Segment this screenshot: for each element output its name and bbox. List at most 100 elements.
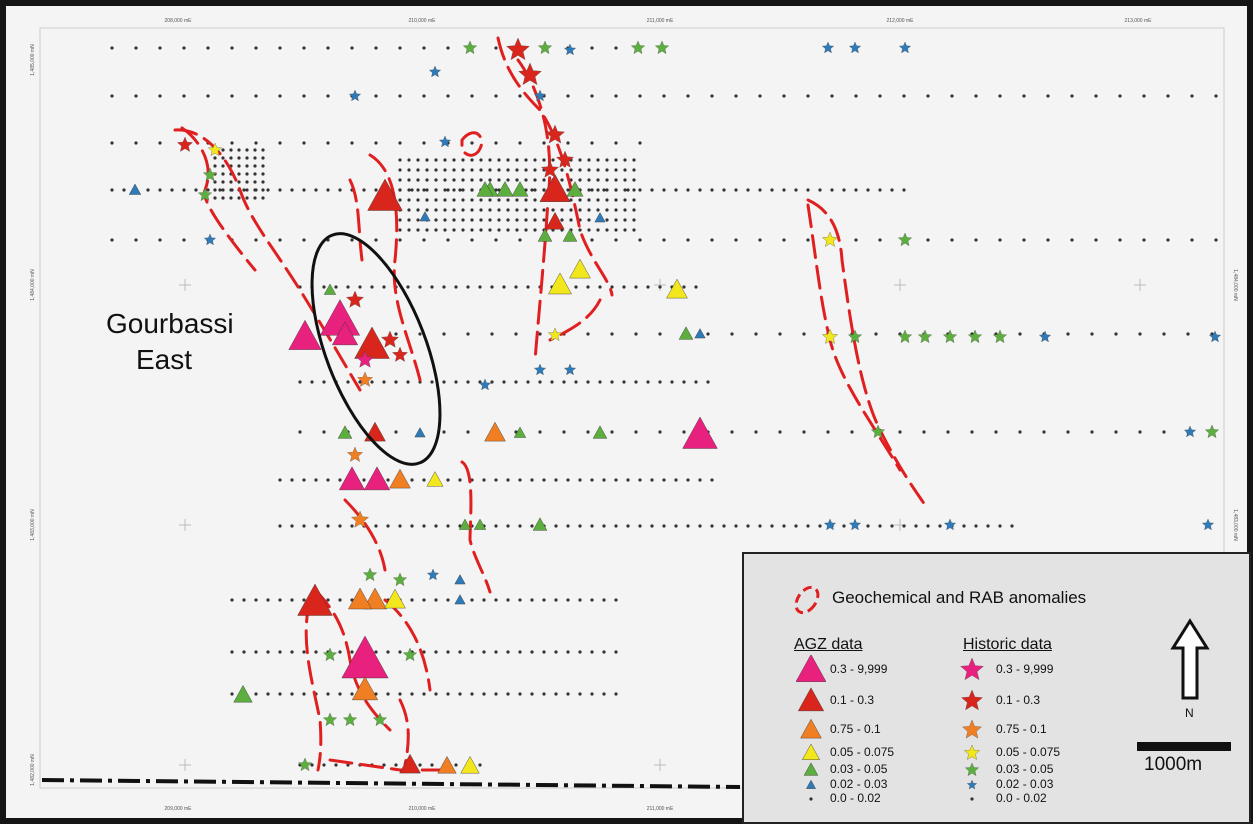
star-marker [392,346,408,362]
star-marker [545,124,565,144]
sample-dot [497,208,501,212]
sample-dot [146,188,150,192]
sample-dot [530,650,534,654]
sample-dot [623,208,627,212]
right-tick-label: 1,484,000 mN [1232,269,1238,301]
sample-dot [322,430,326,434]
sample-dot [261,156,265,160]
star-marker [426,568,440,581]
sample-dot [590,692,594,696]
triangle-marker [801,743,821,760]
sample-dot [443,158,447,162]
sample-dot [530,478,534,482]
sample-dot [974,94,978,98]
sample-dot [394,332,398,336]
triangle-marker [323,283,337,295]
sample-dot [1142,238,1146,242]
sample-dot [425,168,429,172]
sample-dot [221,172,225,176]
sample-dot [213,164,217,168]
sample-dot [746,188,750,192]
sample-dot [1018,332,1022,336]
sample-dot [1046,238,1050,242]
sample-dot [278,692,282,696]
sample-dot [1166,238,1170,242]
star-marker [556,150,574,168]
sample-dot [290,188,294,192]
sample-dot [1094,238,1098,242]
sample-dot [794,524,798,528]
sample-dot [623,218,627,222]
sample-dot [170,188,174,192]
sample-dot [407,168,411,172]
sample-dot [782,94,786,98]
sample-dot [482,598,486,602]
sample-dot [686,188,690,192]
sample-dot [326,188,330,192]
anomaly-outline [313,588,392,732]
sample-dot [590,188,594,192]
sample-dot [158,238,162,242]
top-tick-label: 211,000 mE [647,18,674,24]
star-marker [438,135,452,148]
sample-dot [422,188,426,192]
sample-dot [515,158,519,162]
sample-dot [566,141,570,145]
sample-dot [452,188,456,192]
sample-dot [425,228,429,232]
sample-dot [682,285,686,289]
sample-dot [261,180,265,184]
sample-dot [890,524,894,528]
sample-dot [290,524,294,528]
sample-dot [782,188,786,192]
sample-dot [614,158,618,162]
sample-dot [434,188,438,192]
sample-dot [338,478,342,482]
sample-dot [230,598,234,602]
sample-dot [854,188,858,192]
sample-dot [518,94,522,98]
sample-dot [506,198,510,202]
dot-marker [809,797,813,801]
sample-dot [134,141,138,145]
sample-dot [430,763,434,767]
sample-dot [734,238,738,242]
top-tick-label: 212,000 mE [887,18,915,24]
sample-dot [110,94,114,98]
sample-dot [221,196,225,200]
anomaly-outline [173,128,362,392]
sample-dot [806,94,810,98]
sample-dot [253,156,257,160]
triangle-marker [682,416,718,449]
sample-dot [422,598,426,602]
sample-dot [542,650,546,654]
sample-dot [614,650,618,654]
sample-dot [542,692,546,696]
sample-dot [494,94,498,98]
sample-dot [310,380,314,384]
sample-dot [213,180,217,184]
triangle-marker [562,228,578,242]
sample-dot [502,285,506,289]
star-marker [870,424,886,439]
sample-dot [578,198,582,202]
sample-dot [310,763,314,767]
sample-dot [806,524,810,528]
sample-dot [566,598,570,602]
sample-dot [374,650,378,654]
sample-dot [878,94,882,98]
sample-dot [926,94,930,98]
sample-dot [350,141,354,145]
sample-dot [382,380,386,384]
sample-dot [407,218,411,222]
sample-dot [382,763,386,767]
top-tick-label: 208,000 mE [165,18,193,24]
sample-dot [658,430,662,434]
sample-dot [533,228,537,232]
sample-dot [986,524,990,528]
sample-dot [710,238,714,242]
sample-dot [410,188,414,192]
sample-dot [1190,94,1194,98]
sample-dot [482,478,486,482]
sample-dot [586,285,590,289]
